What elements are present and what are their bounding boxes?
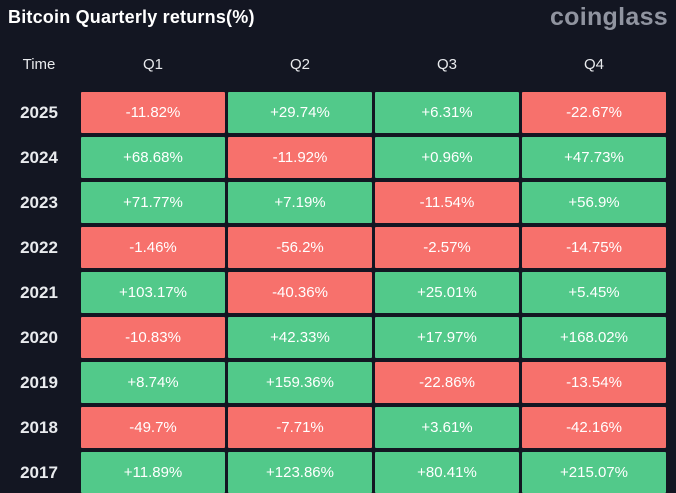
return-cell: +68.68% <box>81 137 225 178</box>
return-cell: +17.97% <box>375 317 519 358</box>
column-header-q4: Q4 <box>583 55 604 73</box>
column-header-time: Time <box>22 55 56 73</box>
return-cell: -56.2% <box>228 227 372 268</box>
return-cell: +215.07% <box>522 452 666 493</box>
return-cell: -40.36% <box>228 272 372 313</box>
column-header-q2: Q2 <box>289 55 310 73</box>
return-cell: +168.02% <box>522 317 666 358</box>
row-year-label: 2017 <box>20 462 58 482</box>
return-cell: +7.19% <box>228 182 372 223</box>
table-body: 2025 -11.82% +29.74% +6.31% -22.67% 2024 +68.6… <box>0 92 676 493</box>
coinglass-logo: coinglass <box>549 3 668 31</box>
return-cell: +11.89% <box>81 452 225 493</box>
return-cell: +123.86% <box>228 452 372 493</box>
return-cell: +3.61% <box>375 407 519 448</box>
return-cell: +29.74% <box>228 92 372 133</box>
top-bar: Bitcoin Quarterly returns(%) coinglass <box>0 0 676 40</box>
page-title: Bitcoin Quarterly returns(%) <box>8 7 255 27</box>
return-cell: +159.36% <box>228 362 372 403</box>
return-cell: -11.54% <box>375 182 519 223</box>
return-cell: +103.17% <box>81 272 225 313</box>
return-cell: -2.57% <box>375 227 519 268</box>
return-cell: -49.7% <box>81 407 225 448</box>
row-year-label: 2023 <box>20 192 58 212</box>
row-year-label: 2021 <box>20 282 58 302</box>
row-year-label: 2024 <box>20 147 58 167</box>
return-cell: -42.16% <box>522 407 666 448</box>
column-header-q1: Q1 <box>142 55 163 73</box>
return-cell: +25.01% <box>375 272 519 313</box>
return-cell: +80.41% <box>375 452 519 493</box>
return-cell: -22.86% <box>375 362 519 403</box>
return-cell: -11.82% <box>81 92 225 133</box>
row-year-label: 2020 <box>20 327 58 347</box>
return-cell: +47.73% <box>522 137 666 178</box>
return-cell: +5.45% <box>522 272 666 313</box>
return-cell: -11.92% <box>228 137 372 178</box>
return-cell: -22.67% <box>522 92 666 133</box>
row-year-label: 2018 <box>20 417 58 437</box>
row-year-label: 2025 <box>20 102 58 122</box>
return-cell: +71.77% <box>81 182 225 223</box>
return-cell: -1.46% <box>81 227 225 268</box>
return-cell: -13.54% <box>522 362 666 403</box>
row-year-label: 2019 <box>20 372 58 392</box>
return-cell: +6.31% <box>375 92 519 133</box>
row-year-label: 2022 <box>20 237 58 257</box>
return-cell: -10.83% <box>81 317 225 358</box>
return-cell: -14.75% <box>522 227 666 268</box>
table-header-row: Time Q1 Q2 Q3 Q4 <box>0 48 676 80</box>
return-cell: +56.9% <box>522 182 666 223</box>
return-cell: -7.71% <box>228 407 372 448</box>
return-cell: +0.96% <box>375 137 519 178</box>
column-header-q3: Q3 <box>436 55 457 73</box>
return-cell: +8.74% <box>81 362 225 403</box>
return-cell: +42.33% <box>228 317 372 358</box>
